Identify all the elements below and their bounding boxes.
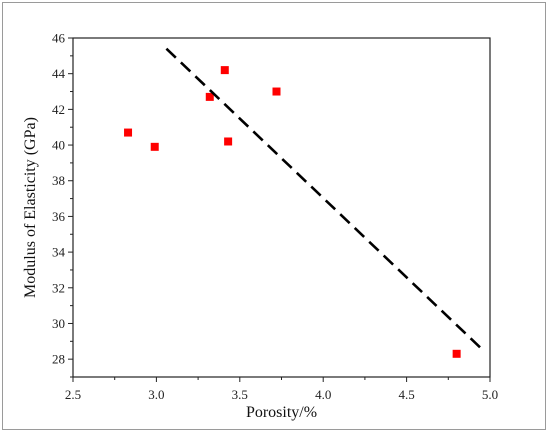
x-tick-label: 4.5 — [398, 387, 414, 402]
y-tick-label: 36 — [52, 209, 66, 224]
y-tick-label: 46 — [52, 31, 66, 46]
x-axis-ticks: 2.5 3.0 3.5 4.0 4.5 5.0 — [65, 377, 498, 402]
data-point — [150, 142, 159, 151]
y-tick-label: 34 — [52, 245, 66, 260]
x-axis-title: Porosity/% — [246, 404, 317, 421]
data-point — [224, 137, 233, 146]
data-point — [220, 66, 229, 75]
y-axis-ticks: 28 30 32 34 36 38 40 42 44 46 — [52, 31, 73, 378]
y-tick-label: 38 — [52, 173, 65, 188]
data-point — [272, 87, 281, 96]
y-tick-label: 40 — [52, 138, 65, 153]
data-point — [124, 128, 133, 137]
y-axis-title: Modulus of Elasticity (GPa) — [22, 117, 39, 298]
y-tick-label: 32 — [52, 280, 65, 295]
y-tick-label: 30 — [52, 316, 65, 331]
x-tick-label: 5.0 — [482, 387, 498, 402]
data-point — [205, 92, 214, 101]
data-point — [452, 349, 461, 358]
figure-frame — [2, 2, 546, 430]
x-tick-label: 3.5 — [232, 387, 248, 402]
y-tick-label: 42 — [52, 102, 65, 117]
y-tick-label: 44 — [52, 66, 66, 81]
x-tick-label: 3.0 — [148, 387, 164, 402]
trend-line-dashed — [165, 47, 486, 353]
plot-area-border — [72, 37, 491, 378]
chart-marks — [124, 47, 486, 358]
x-tick-label: 2.5 — [65, 387, 81, 402]
y-tick-label: 28 — [52, 352, 65, 367]
x-tick-label: 4.0 — [315, 387, 331, 402]
